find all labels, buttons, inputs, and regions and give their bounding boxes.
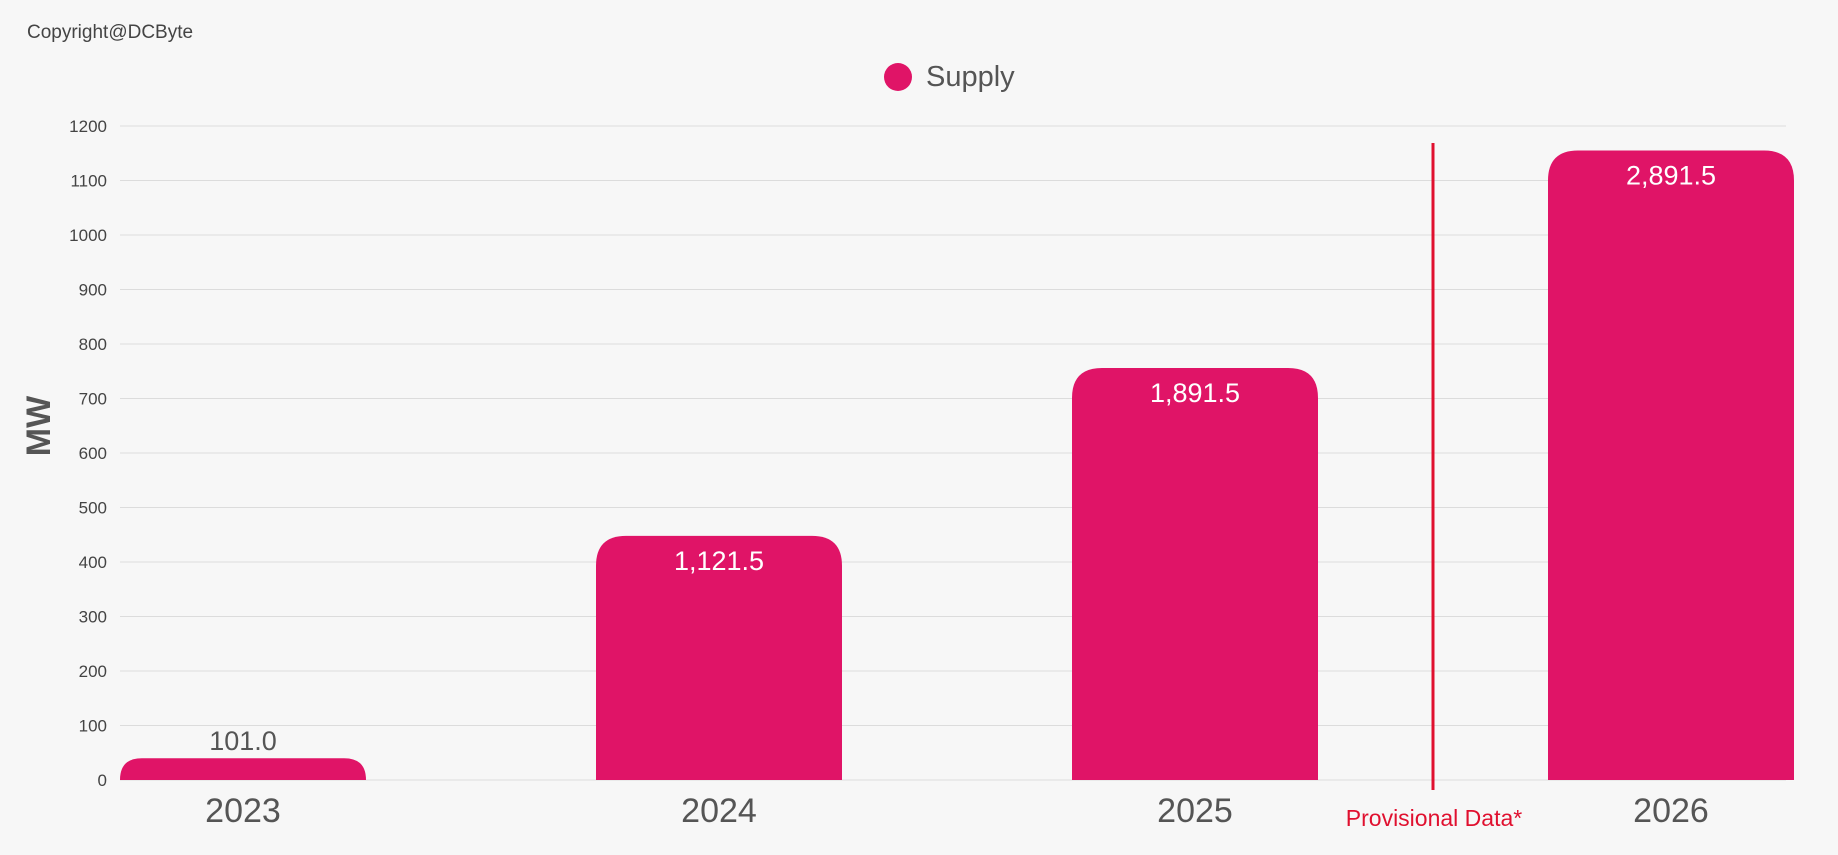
value-label-2025: 1,891.5 — [1150, 378, 1240, 408]
y-tick-400: 400 — [79, 553, 107, 572]
y-axis-ticks: 0 100 200 300 400 500 600 700 800 900 1000 1100 1200 — [69, 117, 107, 790]
value-labels: 101.0 1,121.5 1,891.5 2,891.5 — [209, 161, 1716, 757]
provisional-annotation: Provisional Data* — [1346, 143, 1522, 831]
bar-2023 — [120, 758, 366, 780]
y-tick-700: 700 — [79, 390, 107, 409]
legend-swatch-supply — [884, 63, 912, 91]
y-tick-0: 0 — [98, 771, 107, 790]
bar-2025 — [1072, 368, 1318, 780]
y-tick-800: 800 — [79, 335, 107, 354]
y-tick-1200: 1200 — [69, 117, 107, 136]
bar-2026 — [1548, 151, 1794, 780]
y-tick-500: 500 — [79, 499, 107, 518]
legend-label-supply: Supply — [926, 61, 1015, 93]
x-tick-2024: 2024 — [681, 792, 757, 830]
y-tick-1000: 1000 — [69, 226, 107, 245]
provisional-data-label: Provisional Data* — [1346, 805, 1522, 831]
y-tick-1100: 1100 — [70, 172, 107, 191]
y-tick-900: 900 — [79, 281, 107, 300]
gridlines — [120, 126, 1786, 780]
legend: Supply — [884, 61, 1015, 93]
y-tick-300: 300 — [79, 608, 107, 627]
y-tick-200: 200 — [79, 662, 107, 681]
x-tick-2026: 2026 — [1633, 792, 1709, 830]
x-tick-2023: 2023 — [205, 792, 281, 830]
value-label-2024: 1,121.5 — [674, 546, 764, 576]
y-axis-label: MW — [20, 395, 58, 456]
x-tick-2025: 2025 — [1157, 792, 1233, 830]
y-tick-100: 100 — [79, 717, 107, 736]
y-tick-600: 600 — [79, 444, 107, 463]
value-label-2023: 101.0 — [209, 726, 277, 756]
bars — [120, 151, 1794, 780]
value-label-2026: 2,891.5 — [1626, 161, 1716, 191]
